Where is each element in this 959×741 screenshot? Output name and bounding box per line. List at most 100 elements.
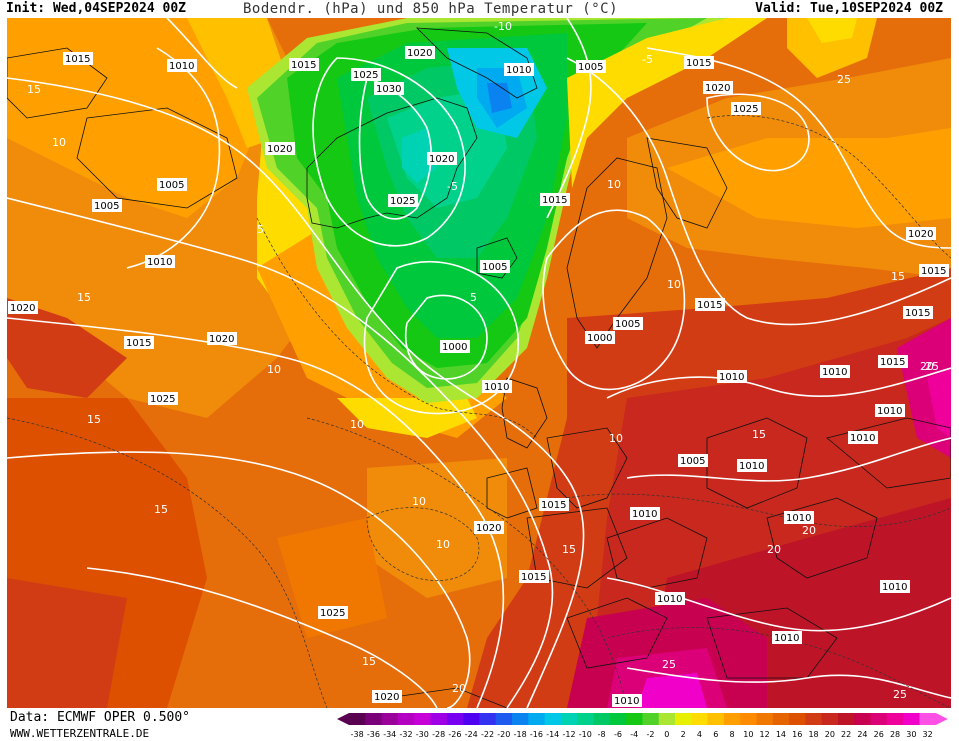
isobar-label: 1015 [695,298,725,311]
scale-label: -6 [614,730,622,739]
isobar-label: 1010 [630,507,660,520]
svg-text:1015: 1015 [905,308,930,319]
website-label: WWW.WETTERZENTRALE.DE [10,727,150,740]
scale-label: 28 [890,730,900,739]
isobar-label: 1020 [8,301,38,314]
svg-text:1010: 1010 [657,594,682,605]
scale-label: 0 [664,730,669,739]
scale-box [756,713,774,725]
svg-text:1015: 1015 [65,54,90,65]
scale-label: 18 [808,730,818,739]
svg-text:1015: 1015 [291,60,316,71]
svg-text:1005: 1005 [680,456,705,467]
scale-box [593,713,611,725]
temperature-color-scale: -38 -36 -34 -32 -30 -28 -26 -24 -22 -20 -18 -16 -14-… [337,713,948,739]
isobar-label: 1020 [265,142,295,155]
isobar-label: 1010 [737,459,767,472]
scale-label: -34 [383,730,396,739]
footer-bar: Data: ECMWF OPER 0.500° WWW.WETTERZENTRA… [0,708,959,741]
isotherm-label: 25 [662,658,676,671]
coastlines [7,27,951,708]
scale-box [919,713,937,725]
isotherm-label: 20 [767,543,781,556]
isotherm-label: 15 [362,655,376,668]
scale-label: -38 [351,730,364,739]
scale-label: -18 [514,730,527,739]
svg-text:1005: 1005 [159,180,184,191]
svg-text:1030: 1030 [376,84,401,95]
svg-text:1010: 1010 [850,433,875,444]
scale-label: 6 [713,730,718,739]
isotherm-label: -5 [642,53,653,66]
isotherm-label: 5 [257,223,264,236]
isobar-label: 1010 [655,592,685,605]
isobar-label: 1005 [678,454,708,467]
svg-text:1020: 1020 [209,334,234,345]
scale-box [886,713,904,725]
scale-box [838,713,855,725]
svg-text:1025: 1025 [733,104,758,115]
svg-text:1015: 1015 [921,266,946,277]
init-time-label: Init: Wed,04SEP2024 00Z [6,1,187,16]
svg-text:1005: 1005 [615,319,640,330]
isotherm-label: 10 [667,278,681,291]
scale-box [609,713,627,725]
svg-text:1025: 1025 [320,608,345,619]
isobar-label: 1015 [63,52,93,65]
scale-box [870,713,888,725]
svg-text:1010: 1010 [786,513,811,524]
isotherm-label: 5 [470,291,477,304]
data-source-label: Data: ECMWF OPER 0.500° [10,710,191,725]
scale-box [544,713,562,725]
scale-box [365,713,383,725]
svg-text:1020: 1020 [476,523,501,534]
svg-text:1010: 1010 [774,633,799,644]
scale-box [577,713,594,725]
temperature-pressure-map[interactable]: 1015 1010 1015 1020 1025 1030 1010 1005 … [7,18,951,708]
svg-text:1020: 1020 [429,154,454,165]
svg-text:1015: 1015 [542,195,567,206]
scale-label: -12 [563,730,576,739]
scale-label: -36 [367,730,380,739]
scale-label: -10 [579,730,592,739]
scale-box [430,713,448,725]
isotherm-label: 15 [752,428,766,441]
scale-label: 16 [792,730,802,739]
svg-text:1010: 1010 [882,582,907,593]
scale-label: 12 [760,730,770,739]
svg-text:1005: 1005 [94,201,119,212]
isobar-label: 1010 [717,370,747,383]
isotherm-label: 20 [920,360,934,373]
scale-label: -20 [497,730,510,739]
isobar-label: 1005 [480,260,510,273]
svg-text:1010: 1010 [632,509,657,520]
scale-arrow-right [935,713,948,725]
scale-label: 26 [874,730,884,739]
isobar-label: 1010 [145,255,175,268]
scale-label: 20 [825,730,835,739]
isobar-label: 1015 [539,498,569,511]
isobar-label: 1025 [148,392,178,405]
scale-arrow-left [337,713,349,725]
scale-label: -2 [647,730,655,739]
isotherm-label: -10 [494,20,512,33]
weather-map[interactable]: 1015 1010 1015 1020 1025 1030 1010 1005 … [7,18,951,708]
isobar-label: 1005 [613,317,643,330]
isobar-label: 1020 [207,332,237,345]
svg-text:1010: 1010 [169,61,194,72]
isotherm-label: 25 [837,73,851,86]
scale-box [560,713,578,725]
svg-text:1010: 1010 [739,461,764,472]
isobar-label: 1005 [576,60,606,73]
svg-text:1010: 1010 [877,406,902,417]
isobar-label: 1015 [289,58,319,71]
svg-text:1025: 1025 [390,196,415,207]
map-title: Bodendr. (hPa) und 850 hPa Temperatur (°… [243,1,619,17]
scale-label: 14 [776,730,786,739]
scale-label: -14 [546,730,559,739]
isobar-label: 1010 [784,511,814,524]
scale-box [691,713,709,725]
svg-text:1015: 1015 [521,572,546,583]
isotherm-label: 10 [350,418,364,431]
scale-label: -24 [465,730,478,739]
